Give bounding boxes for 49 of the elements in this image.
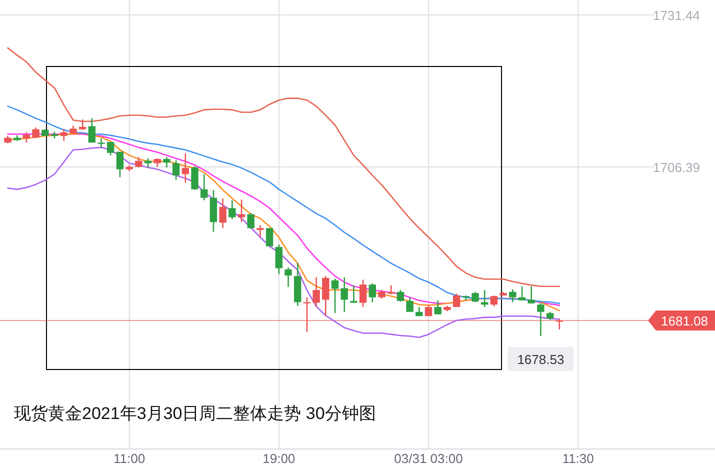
line-series	[7, 47, 560, 288]
candlestick	[182, 152, 189, 184]
candlestick	[303, 296, 311, 333]
candlestick	[266, 227, 274, 247]
x-tick-label: 19:00	[262, 451, 296, 466]
candlestick	[481, 289, 488, 308]
candlestick	[434, 300, 442, 315]
candlestick	[528, 286, 535, 304]
ref-line-label: 1681.08	[661, 313, 708, 328]
candlestick	[247, 212, 254, 230]
candlestick	[284, 266, 292, 288]
text: 现货黄金2021年3月30日周二整体走势 30分钟图	[14, 404, 376, 423]
candlestick	[191, 166, 198, 191]
candlestick	[350, 284, 358, 304]
candlestick	[359, 279, 367, 308]
candlestick	[452, 293, 460, 308]
candlestick	[322, 275, 330, 316]
candlestick	[256, 224, 264, 238]
x-tick-label: 11:30	[562, 451, 594, 466]
candlestick	[490, 294, 498, 308]
candlestick	[537, 302, 544, 337]
candlestick	[135, 156, 142, 168]
candlestick	[331, 278, 339, 314]
candlestick	[406, 296, 414, 313]
candlestick	[472, 291, 479, 303]
candlestick	[88, 118, 96, 144]
candlestick	[98, 138, 105, 148]
candlestick	[312, 276, 320, 308]
candlestick	[200, 173, 208, 201]
candlestick	[22, 132, 30, 144]
candlestick	[509, 288, 516, 303]
candlestick	[238, 198, 246, 223]
candlestick	[518, 286, 526, 301]
candlestick	[60, 128, 68, 142]
candlestick	[107, 141, 114, 156]
candlestick	[219, 198, 226, 229]
y-tick-label: 1731.44	[653, 8, 700, 23]
candlestick	[163, 156, 170, 168]
candlestick	[340, 276, 348, 313]
candlestick	[275, 244, 282, 275]
x-tick-label: 03/31 03:00	[394, 451, 463, 466]
candlestick	[228, 200, 236, 220]
x-tick-label: 11:00	[114, 451, 146, 466]
annotation: 1678.53	[517, 352, 564, 367]
candlestick	[172, 160, 180, 180]
candlestick	[368, 282, 376, 303]
candlestick	[116, 151, 124, 178]
candlestick	[396, 289, 404, 302]
y-tick-label: 1706.39	[653, 160, 700, 175]
